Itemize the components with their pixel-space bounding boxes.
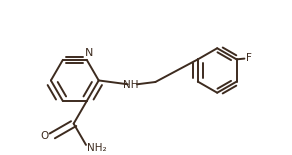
Text: NH: NH bbox=[123, 80, 138, 90]
Text: F: F bbox=[246, 53, 252, 63]
Text: N: N bbox=[85, 48, 93, 58]
Text: NH₂: NH₂ bbox=[87, 143, 107, 153]
Text: O: O bbox=[41, 131, 49, 141]
